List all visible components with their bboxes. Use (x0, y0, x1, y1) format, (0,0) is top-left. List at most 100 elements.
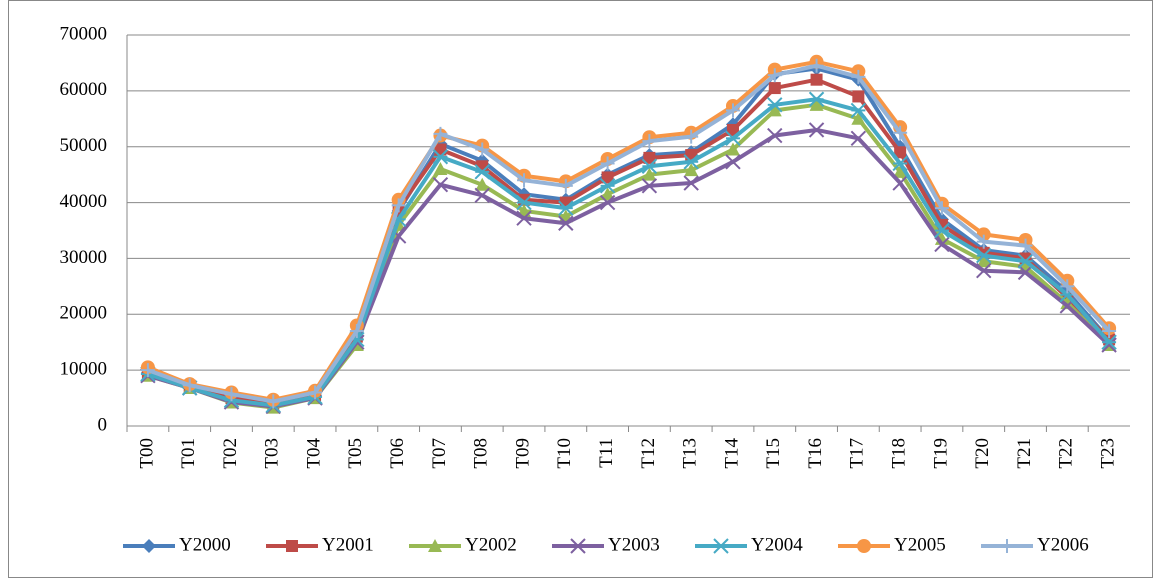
marker (643, 151, 656, 164)
marker (600, 187, 615, 201)
marker (850, 102, 867, 119)
marker (767, 97, 783, 113)
marker (182, 378, 197, 393)
marker-shape (857, 539, 871, 553)
marker-shape (601, 171, 614, 184)
series-line (147, 63, 1111, 404)
marker-shape (684, 163, 699, 177)
marker-shape (809, 97, 824, 111)
marker-stroke (432, 176, 449, 193)
marker (475, 142, 490, 157)
marker (810, 73, 823, 86)
marker-stroke (976, 263, 992, 279)
marker (558, 178, 573, 193)
marker (641, 158, 658, 174)
marker-shape (977, 246, 990, 259)
x-tick-label: T06 (387, 438, 408, 469)
marker (432, 176, 449, 193)
marker-shape (768, 82, 781, 95)
marker (600, 156, 615, 171)
marker (684, 129, 699, 144)
marker (1101, 337, 1117, 353)
marker (558, 200, 574, 216)
marker (433, 162, 448, 176)
y-tick-label: 70000 (60, 23, 108, 44)
marker-stroke (892, 175, 908, 191)
marker (809, 97, 824, 111)
marker (893, 164, 908, 178)
marker (433, 126, 448, 141)
y-tick-label: 0 (98, 414, 108, 435)
marker-shape (475, 177, 490, 191)
x-tick-label: T12 (638, 438, 659, 469)
marker (726, 123, 739, 136)
marker-stroke (1101, 337, 1117, 353)
marker-shape (893, 164, 908, 178)
marker-shape (428, 539, 442, 552)
x-tick-label: T05 (345, 438, 366, 469)
marker (809, 58, 824, 73)
marker-stroke (516, 210, 532, 226)
marker-stroke (725, 154, 741, 170)
marker (976, 254, 991, 268)
marker (808, 122, 825, 138)
x-tick-label: T19 (930, 438, 951, 469)
x-tick-label: T18 (889, 438, 910, 469)
marker-shape (1019, 252, 1032, 265)
marker (1101, 334, 1117, 350)
marker (852, 90, 865, 103)
y-tick-label: 30000 (60, 247, 108, 268)
marker (140, 363, 155, 378)
marker (428, 539, 442, 552)
marker (976, 263, 992, 279)
marker-stroke (934, 236, 950, 253)
marker (808, 91, 825, 107)
marker (641, 178, 658, 194)
x-tick-label: T09 (512, 438, 533, 469)
marker-shape (1060, 296, 1075, 310)
marker-shape (600, 187, 615, 201)
x-tick-label: T08 (471, 438, 492, 469)
y-tick-label: 10000 (60, 359, 108, 380)
y-tick-label: 60000 (60, 79, 108, 100)
marker (713, 538, 729, 554)
x-tick-label: T21 (1014, 438, 1035, 469)
marker-shape (642, 167, 657, 181)
marker-shape (725, 142, 740, 156)
marker (1018, 238, 1033, 253)
marker (767, 68, 782, 83)
marker (474, 164, 490, 180)
marker-shape (643, 151, 656, 164)
marker (725, 103, 740, 118)
legend-label: Y2006 (1037, 534, 1089, 555)
x-tick-label: T07 (429, 438, 450, 469)
x-tick-label: T13 (680, 438, 701, 469)
x-tick-label: T01 (178, 438, 199, 469)
x-tick-label: T15 (763, 438, 784, 469)
marker-stroke (767, 127, 783, 144)
marker (934, 222, 950, 239)
marker (642, 167, 657, 181)
marker (286, 540, 298, 552)
marker-stroke (850, 130, 867, 147)
marker (892, 155, 908, 172)
marker-stroke (390, 228, 407, 244)
marker (767, 127, 783, 144)
y-tick-label: 40000 (60, 191, 108, 212)
marker (850, 130, 867, 147)
marker-stroke (1017, 264, 1034, 281)
x-tick-label: T14 (721, 438, 742, 469)
marker (1060, 279, 1075, 294)
marker (642, 134, 657, 149)
marker-shape (894, 146, 907, 159)
marker-shape (852, 90, 865, 103)
marker (517, 173, 532, 188)
x-tick-label: T10 (554, 438, 575, 469)
marker (558, 215, 574, 231)
marker-stroke (808, 122, 825, 138)
x-tick-label: T02 (220, 438, 241, 469)
marker (934, 236, 950, 253)
marker (683, 154, 699, 170)
marker (893, 125, 908, 140)
